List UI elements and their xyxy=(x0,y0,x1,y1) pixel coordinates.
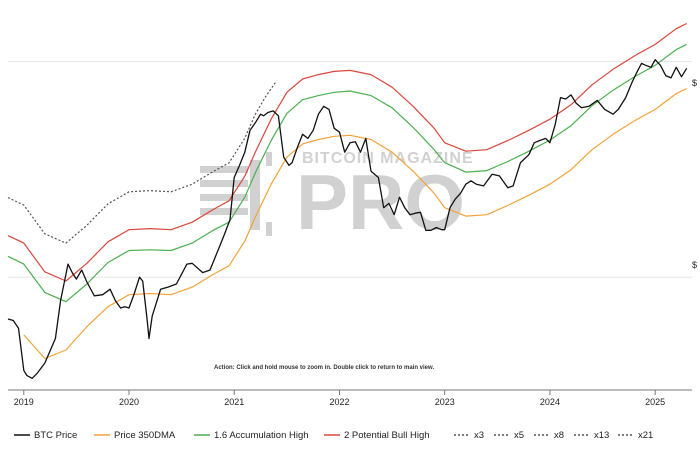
legend-item-1-6-accumulation-high[interactable]: 1.6 Accumulation High xyxy=(194,430,309,441)
series-line-btc-price xyxy=(7,59,688,379)
x-tick-label-2022: 2022 xyxy=(329,397,349,407)
legend-item-x5[interactable]: x5 xyxy=(494,430,524,441)
legend[interactable]: BTC Price Price 350DMA 1.6 Accumulation Hi… xyxy=(14,430,653,441)
legend-item-x8[interactable]: x8 xyxy=(534,430,564,441)
watermark: BITCOIN MAGAZINE PRO xyxy=(200,150,474,246)
x-axis: 2019 2020 2021 2022 2023 2024 2025 xyxy=(8,389,692,407)
legend-label: x8 xyxy=(554,430,564,441)
legend-item-btc-price[interactable]: BTC Price xyxy=(14,430,77,441)
legend-item-2-potential-bull-high[interactable]: 2 Potential Bull High xyxy=(324,430,430,441)
legend-label: BTC Price xyxy=(34,430,77,441)
x-tick-label-2025: 2025 xyxy=(645,397,665,407)
legend-label: Price 350DMA xyxy=(114,430,176,441)
x-tick-label-2023: 2023 xyxy=(435,397,455,407)
grid-lines xyxy=(8,61,692,278)
legend-label: x3 xyxy=(474,430,484,441)
legend-label: x5 xyxy=(514,430,524,441)
action-note: Action: Click and hold mouse to zoom in.… xyxy=(214,365,434,371)
watermark-line1: BITCOIN MAGAZINE xyxy=(302,150,474,167)
y-axis-label-top: $ xyxy=(692,78,697,88)
legend-label: x21 xyxy=(638,430,653,441)
series-line-price-350dma xyxy=(23,87,687,360)
x-tick-label-2020: 2020 xyxy=(119,397,139,407)
legend-label: 2 Potential Bull High xyxy=(344,430,430,441)
watermark-logo-icon xyxy=(200,152,272,236)
x-tick-label-2021: 2021 xyxy=(224,397,244,407)
legend-label: x13 xyxy=(594,430,609,441)
series-line-x3 xyxy=(7,80,277,244)
x-tick-label-2019: 2019 xyxy=(14,397,34,407)
legend-item-price-350dma[interactable]: Price 350DMA xyxy=(94,430,176,441)
legend-item-x13[interactable]: x13 xyxy=(574,430,609,441)
legend-item-x3[interactable]: x3 xyxy=(454,430,484,441)
y-axis-label-bottom: $ xyxy=(692,260,697,270)
series-lines xyxy=(7,22,688,379)
legend-item-x21[interactable]: x21 xyxy=(618,430,653,441)
x-tick-label-2024: 2024 xyxy=(540,397,560,407)
watermark-line2: PRO xyxy=(296,158,465,246)
legend-label: 1.6 Accumulation High xyxy=(214,430,309,441)
series-line-2-potential-bull-high xyxy=(7,22,687,282)
series-line-1-6-accumulation-high xyxy=(7,43,687,303)
